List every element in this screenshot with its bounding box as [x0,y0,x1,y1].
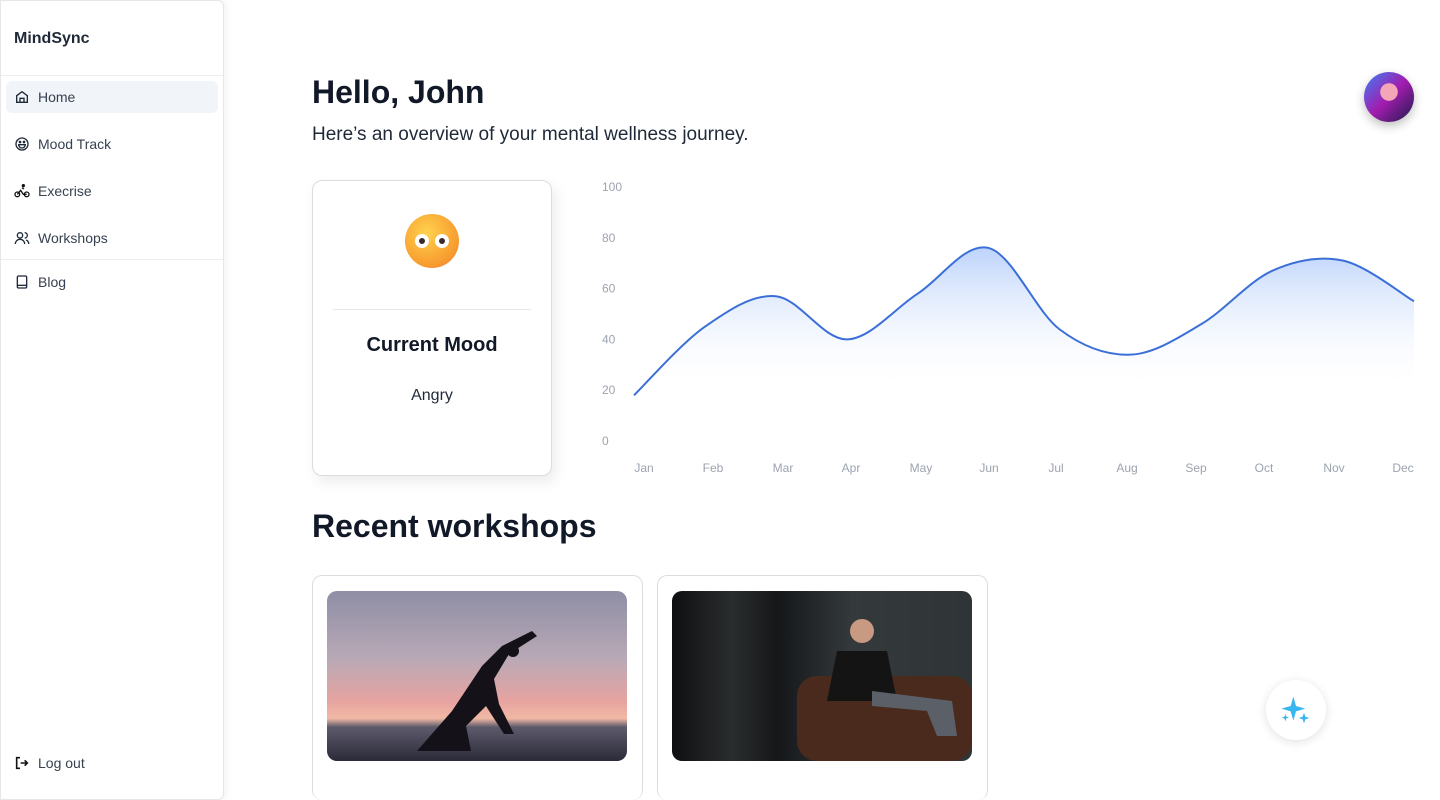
y-tick-label: 20 [602,383,616,397]
y-tick-label: 80 [602,231,616,245]
users-icon [14,232,30,245]
x-tick-label: Mar [773,461,794,475]
sidebar-item-label: Blog [38,274,67,290]
sidebar-item-blog[interactable]: Blog [6,266,218,298]
logout-label: Log out [38,755,85,771]
sidebar-item-workshops[interactable]: Workshops [6,222,218,254]
x-tick-label: Dec [1392,461,1413,475]
sidebar-item-exercise[interactable]: Execrise [6,175,218,207]
series-line [633,246,1415,396]
home-icon [16,90,28,103]
mood-card-title: Current Mood [366,334,498,356]
sidebar-item-label: Home [38,89,76,105]
x-tick-label: Jan [634,461,653,475]
smile-icon [15,137,29,151]
workshop-image-yoga [327,591,627,761]
sidebar-nav: Home Mood Track Execrise Workshops Blog [1,76,223,318]
app-logo[interactable]: MindSync [1,1,223,76]
sparkles-icon [1281,696,1310,724]
sidebar-item-mood-track[interactable]: Mood Track [6,128,218,160]
y-tick-label: 60 [602,282,616,296]
x-tick-label: Feb [703,461,724,475]
sidebar-item-label: Mood Track [38,136,112,152]
y-tick-label: 40 [602,332,616,346]
y-tick-label: 100 [602,180,622,194]
section-title: Recent workshops [312,508,597,544]
x-tick-label: Jul [1048,461,1063,475]
bike-icon [14,184,30,198]
x-tick-label: Nov [1323,461,1344,475]
x-tick-label: Jun [979,461,998,475]
x-tick-label: Apr [842,461,861,475]
workshop-card[interactable] [312,575,643,800]
logout-button[interactable]: Log out [6,747,216,779]
divider [333,309,531,310]
y-tick-label: 0 [602,434,609,448]
sidebar: MindSync Home Mood Track Execrise Worksh… [0,0,224,800]
logout-icon [15,756,29,770]
mood-value: Angry [411,387,453,404]
x-tick-label: Aug [1116,461,1137,475]
current-mood-card: Current Mood Angry [312,180,552,476]
x-tick-label: May [910,461,933,475]
sidebar-item-label: Execrise [38,183,92,199]
area-fill [634,247,1414,441]
divider [1,259,223,260]
page-subtitle: Here’s an overview of your mental wellne… [312,124,749,145]
avatar[interactable] [1364,72,1414,122]
sidebar-item-home[interactable]: Home [6,81,218,113]
book-icon [16,275,28,289]
angry-face-icon [405,214,459,268]
workshop-card[interactable] [657,575,988,800]
page-title: Hello, John [312,74,485,110]
x-tick-label: Sep [1185,461,1207,475]
sidebar-item-label: Workshops [38,230,108,246]
ai-assistant-button[interactable] [1266,680,1326,740]
workshop-image-man-sofa [672,591,972,761]
mood-chart: 0 20 40 60 80 100 Jan Feb Mar Apr May Jun Jul Aug Sep O… [602,180,1415,475]
x-tick-label: Oct [1255,461,1274,475]
